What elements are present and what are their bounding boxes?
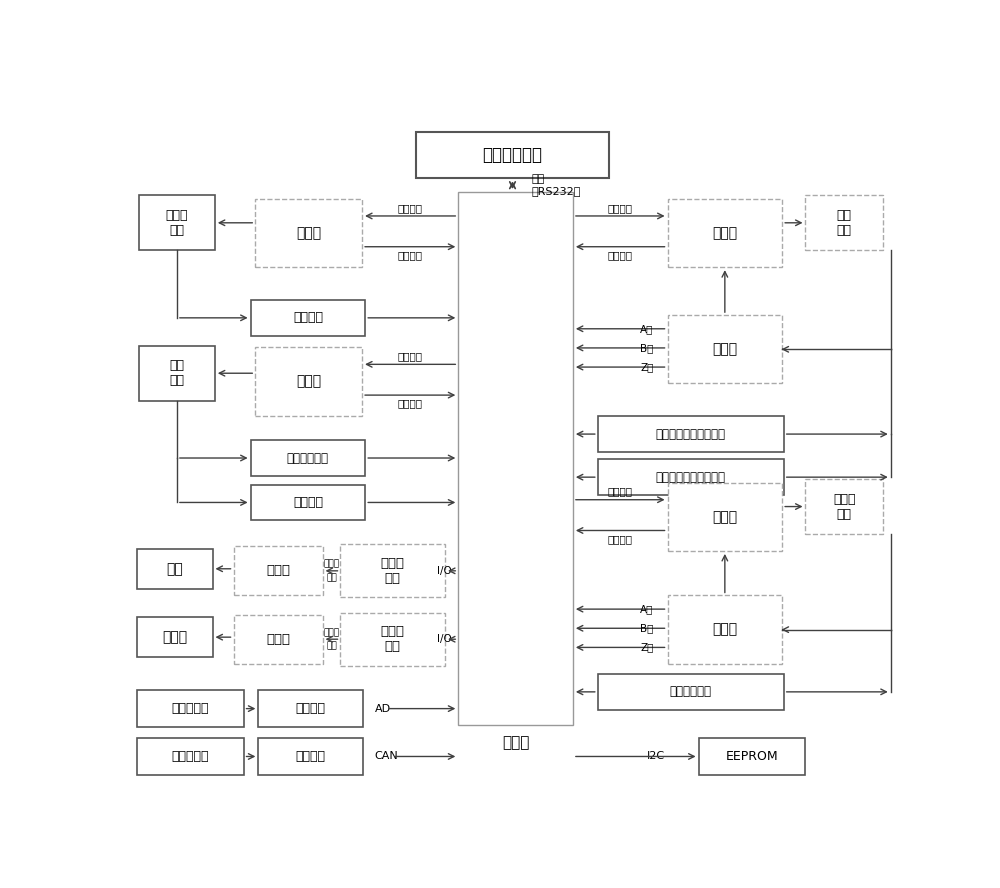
FancyBboxPatch shape: [258, 738, 363, 775]
Text: I/O: I/O: [437, 566, 452, 575]
FancyBboxPatch shape: [234, 614, 323, 664]
FancyBboxPatch shape: [251, 440, 365, 476]
Text: 控制信号: 控制信号: [608, 202, 633, 213]
Text: 第二限位开关: 第二限位开关: [287, 451, 329, 464]
Text: 电磁铁: 电磁铁: [162, 630, 187, 644]
FancyBboxPatch shape: [139, 195, 215, 250]
FancyBboxPatch shape: [137, 738, 244, 775]
Text: 控制器: 控制器: [502, 735, 529, 750]
FancyBboxPatch shape: [668, 315, 782, 384]
Text: 车速传感器: 车速传感器: [171, 750, 209, 763]
Text: 反馈信号: 反馈信号: [398, 399, 423, 408]
FancyBboxPatch shape: [340, 613, 445, 666]
Text: 电机: 电机: [169, 374, 184, 387]
FancyBboxPatch shape: [805, 480, 883, 534]
Text: 控制信号: 控制信号: [398, 202, 423, 213]
Text: 放大: 放大: [326, 573, 337, 583]
FancyBboxPatch shape: [698, 738, 805, 775]
FancyBboxPatch shape: [598, 459, 784, 495]
FancyBboxPatch shape: [598, 416, 784, 452]
FancyBboxPatch shape: [668, 596, 782, 664]
Text: I2C: I2C: [647, 751, 665, 762]
Text: Z相: Z相: [640, 362, 654, 372]
Text: 转换电路: 转换电路: [296, 750, 326, 763]
Text: 微动开关: 微动开关: [293, 496, 323, 509]
Text: CAN: CAN: [375, 751, 398, 762]
Text: AD: AD: [375, 703, 391, 714]
Text: 电源: 电源: [166, 562, 183, 575]
FancyBboxPatch shape: [668, 199, 782, 267]
FancyBboxPatch shape: [598, 674, 784, 710]
FancyBboxPatch shape: [255, 347, 362, 416]
FancyBboxPatch shape: [458, 192, 573, 725]
Text: 三极管: 三极管: [323, 628, 340, 637]
Text: 压力传感器: 压力传感器: [171, 702, 209, 715]
FancyBboxPatch shape: [340, 544, 445, 598]
FancyBboxPatch shape: [251, 300, 365, 336]
Text: 旋转臂: 旋转臂: [833, 493, 855, 505]
Text: 电机: 电机: [837, 224, 852, 237]
Text: 电机: 电机: [837, 508, 852, 520]
Text: 反馈信号: 反馈信号: [608, 250, 633, 260]
Text: 存放盘: 存放盘: [166, 209, 188, 222]
FancyBboxPatch shape: [258, 690, 363, 727]
Text: 控制信号: 控制信号: [398, 351, 423, 361]
Text: A相: A相: [640, 324, 654, 334]
FancyBboxPatch shape: [255, 199, 362, 267]
FancyBboxPatch shape: [251, 485, 365, 520]
FancyBboxPatch shape: [139, 346, 215, 400]
Text: 电机: 电机: [169, 224, 184, 237]
Text: 翻板: 翻板: [169, 360, 184, 372]
Text: B相: B相: [640, 343, 654, 353]
Text: 驱动器: 驱动器: [296, 375, 321, 388]
FancyBboxPatch shape: [234, 546, 323, 596]
Text: A相: A相: [640, 604, 654, 614]
Text: 人机交互装置: 人机交互装置: [482, 147, 542, 164]
Text: 第一限位开关（下行）: 第一限位开关（下行）: [656, 471, 726, 484]
Text: 继电器: 继电器: [266, 565, 290, 577]
Text: 驱动器: 驱动器: [712, 226, 737, 240]
Text: 编码器: 编码器: [712, 622, 737, 637]
Text: 三极管: 三极管: [323, 559, 340, 568]
FancyBboxPatch shape: [805, 195, 883, 250]
FancyBboxPatch shape: [416, 131, 609, 178]
Text: 串口
（RS232）: 串口 （RS232）: [532, 174, 581, 196]
Text: Z相: Z相: [640, 642, 654, 653]
Text: 驱动器: 驱动器: [712, 510, 737, 524]
Text: 光电耦: 光电耦: [381, 625, 405, 638]
Text: 继电器: 继电器: [266, 633, 290, 646]
Text: 放大: 放大: [326, 641, 337, 651]
Text: 第一限位开关（上行）: 第一限位开关（上行）: [656, 428, 726, 440]
Text: EEPROM: EEPROM: [726, 750, 778, 763]
FancyBboxPatch shape: [137, 617, 213, 657]
Text: 接近开关: 接近开关: [293, 312, 323, 324]
FancyBboxPatch shape: [668, 483, 782, 551]
FancyBboxPatch shape: [137, 549, 213, 589]
Text: 驱动器: 驱动器: [296, 226, 321, 240]
Text: 第三限位开关: 第三限位开关: [670, 686, 712, 698]
Text: I/O: I/O: [437, 634, 452, 644]
Text: 反馈信号: 反馈信号: [608, 534, 633, 543]
Text: 光电耦: 光电耦: [381, 557, 405, 570]
Text: 转换电路: 转换电路: [296, 702, 326, 715]
Text: 反馈信号: 反馈信号: [398, 250, 423, 260]
Text: 控制信号: 控制信号: [608, 487, 633, 496]
Text: 编码器: 编码器: [712, 342, 737, 356]
Text: B相: B相: [640, 623, 654, 633]
FancyBboxPatch shape: [137, 690, 244, 727]
Text: 合器: 合器: [385, 640, 401, 654]
Text: 滑轨: 滑轨: [837, 209, 852, 222]
Text: 合器: 合器: [385, 572, 401, 585]
